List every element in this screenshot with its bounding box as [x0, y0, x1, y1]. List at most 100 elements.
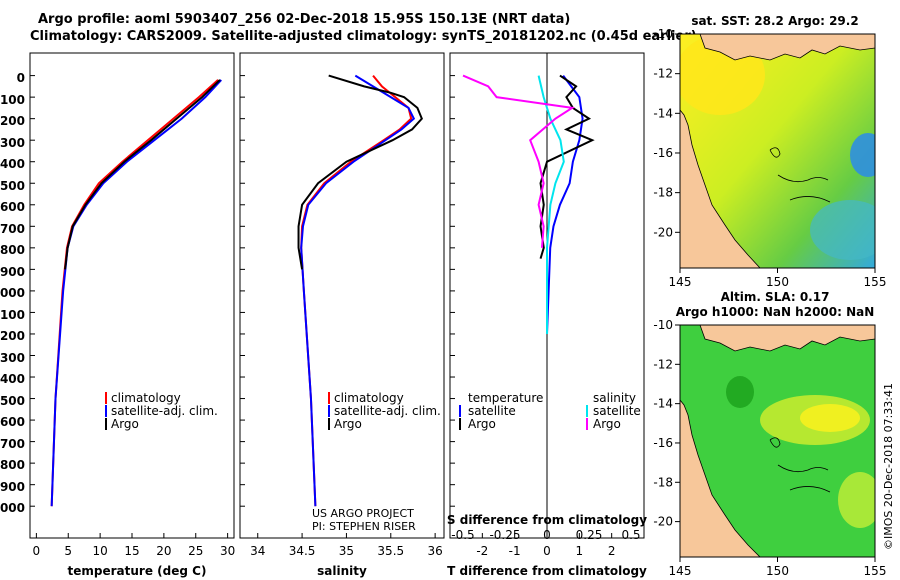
s-diff-tick-label: -0.5 — [451, 528, 474, 542]
lat-tick-label: -10 — [653, 318, 673, 332]
sla-map-lon-ticks: 145 150 155 — [669, 557, 887, 578]
legend-argo-label: Argo — [334, 417, 362, 431]
legend-argo-label: Argo — [111, 417, 139, 431]
sla-land-north — [699, 325, 875, 352]
temperature-axis-label: temperature (deg C) — [68, 564, 207, 578]
depth-tick-600: 600 — [0, 200, 25, 214]
depth-tick-1700: 1700 — [0, 437, 25, 451]
sst-map-lat-ticks: -10 -12 -14 -16 -18 -20 — [653, 27, 680, 239]
legend-climatology-label: climatology — [111, 391, 181, 405]
s-diff-tick-label: 0.5 — [621, 528, 640, 542]
s-diff-tick-label: 0.25 — [576, 528, 603, 542]
x-tick-label: 35.5 — [377, 544, 404, 558]
legend-satellite-label: satellite-adj. clim. — [334, 404, 441, 418]
lon-tick-label: 150 — [766, 564, 789, 578]
lat-tick-label: -16 — [653, 436, 673, 450]
depth-tick-700: 700 — [0, 222, 25, 236]
sst-map-lon-ticks: 145 150 155 — [669, 268, 886, 289]
x-tick-label: 20 — [156, 544, 171, 558]
x-tick-label: -2 — [476, 544, 488, 558]
lat-tick-label: -14 — [653, 397, 673, 411]
lon-tick-label: 155 — [864, 564, 887, 578]
sla-reef-outline — [769, 437, 831, 493]
salinity-difference-ticks: -0.5-0.2500.250.5 — [451, 528, 640, 542]
lon-tick-label: 150 — [766, 275, 789, 289]
sla-map — [680, 325, 875, 557]
depth-tick-2000: 2000 — [0, 501, 25, 515]
x-tick-label: 1 — [576, 544, 584, 558]
salinity-axis-label: salinity — [317, 564, 367, 578]
sla-low-patch — [726, 376, 754, 408]
depth-tick-200: 200 — [0, 114, 25, 128]
x-tick-label: 5 — [64, 544, 72, 558]
depth-tick-1400: 1400 — [0, 372, 25, 386]
lat-tick-label: -20 — [653, 225, 673, 239]
lat-tick-label: -18 — [653, 186, 673, 200]
sst-reef-outline — [769, 147, 831, 203]
temperature-legend: climatology satellite-adj. clim. Argo — [105, 391, 218, 431]
legend-s-satellite-label: satellite — [593, 404, 641, 418]
x-tick-label: 15 — [124, 544, 139, 558]
x-tick-label: 34 — [250, 544, 265, 558]
temperature-panel-frame — [29, 52, 235, 539]
sst-map-title: sat. SST: 28.2 Argo: 29.2 — [691, 14, 858, 28]
x-tick-label: 2 — [608, 544, 616, 558]
imos-stamp: ©IMOS 20-Dec-2018 07:33:41 — [882, 383, 895, 550]
x-tick-label: 30 — [220, 544, 235, 558]
sst-map — [680, 34, 875, 268]
depth-tick-400: 400 — [0, 157, 25, 171]
salinity-panel-frame — [239, 52, 445, 539]
x-tick-label: 35 — [339, 544, 354, 558]
argo-line — [297, 74, 423, 270]
salinity-x-ticks: 34 34.5 35 35.5 36 — [250, 533, 443, 558]
depth-tick-1300: 1300 — [0, 351, 25, 365]
x-tick-label: 0 — [543, 544, 551, 558]
salinity-legend: climatology satellite-adj. clim. Argo — [328, 391, 441, 431]
lat-tick-label: -20 — [653, 515, 673, 529]
depth-tick-marks — [30, 75, 455, 507]
depth-tick-1000: 1000 — [0, 286, 25, 300]
lon-tick-label: 145 — [669, 275, 692, 289]
page-title-line2: Climatology: CARS2009. Satellite-adjuste… — [30, 29, 697, 44]
sla-peak-patch — [800, 404, 860, 432]
temperature-argo-line — [539, 74, 595, 259]
sla-map-lat-ticks: -10 -12 -14 -16 -18 -20 — [653, 318, 680, 529]
legend-climatology-label: climatology — [334, 391, 404, 405]
depth-tick-1900: 1900 — [0, 480, 25, 494]
x-tick-label: -1 — [509, 544, 521, 558]
depth-tick-300: 300 — [0, 136, 25, 150]
t-difference-axis-label: T difference from climatology — [447, 564, 647, 578]
sla-map-title: Altim. SLA: 0.17 — [721, 290, 830, 304]
legend-t-argo-label: Argo — [468, 417, 496, 431]
credits-line2: PI: STEPHEN RISER — [312, 520, 416, 533]
satellite-adj-clim--line — [300, 74, 416, 507]
depth-tick-1100: 1100 — [0, 308, 25, 322]
sst-cool-patch-south — [810, 200, 875, 260]
lon-tick-label: 145 — [669, 564, 692, 578]
depth-tick-800: 800 — [0, 243, 25, 257]
page-title-line1: Argo profile: aoml 5903407_256 02-Dec-20… — [38, 12, 571, 27]
credits-line1: US ARGO PROJECT — [312, 507, 414, 520]
temperature-x-ticks: 0 5 10 15 20 25 30 — [33, 533, 235, 558]
lat-tick-label: -14 — [653, 106, 673, 120]
x-tick-label: 25 — [188, 544, 203, 558]
lat-tick-label: -18 — [653, 475, 673, 489]
s-diff-tick-label: -0.25 — [489, 528, 520, 542]
sla-map-subtitle: Argo h1000: NaN h2000: NaN — [676, 305, 875, 319]
depth-tick-1600: 1600 — [0, 415, 25, 429]
lat-tick-label: -12 — [653, 67, 673, 81]
depth-tick-1500: 1500 — [0, 394, 25, 408]
depth-axis: 0 100 200 300 400 500 600 700 800 900 10… — [0, 71, 25, 515]
lat-tick-label: -12 — [653, 357, 673, 371]
legend-satellite-label: satellite-adj. clim. — [111, 404, 218, 418]
sla-low-patch-east — [838, 472, 875, 528]
depth-tick-500: 500 — [0, 179, 25, 193]
argo-line — [64, 79, 221, 270]
difference-legend: temperature salinity satellite Argo sate… — [459, 391, 641, 431]
depth-tick-100: 100 — [0, 93, 25, 107]
lat-tick-label: -16 — [653, 146, 673, 160]
x-tick-label: 36 — [427, 544, 442, 558]
temperature-profiles — [50, 79, 222, 507]
salinity-argo-line — [462, 74, 576, 248]
sst-land-north — [699, 34, 875, 61]
